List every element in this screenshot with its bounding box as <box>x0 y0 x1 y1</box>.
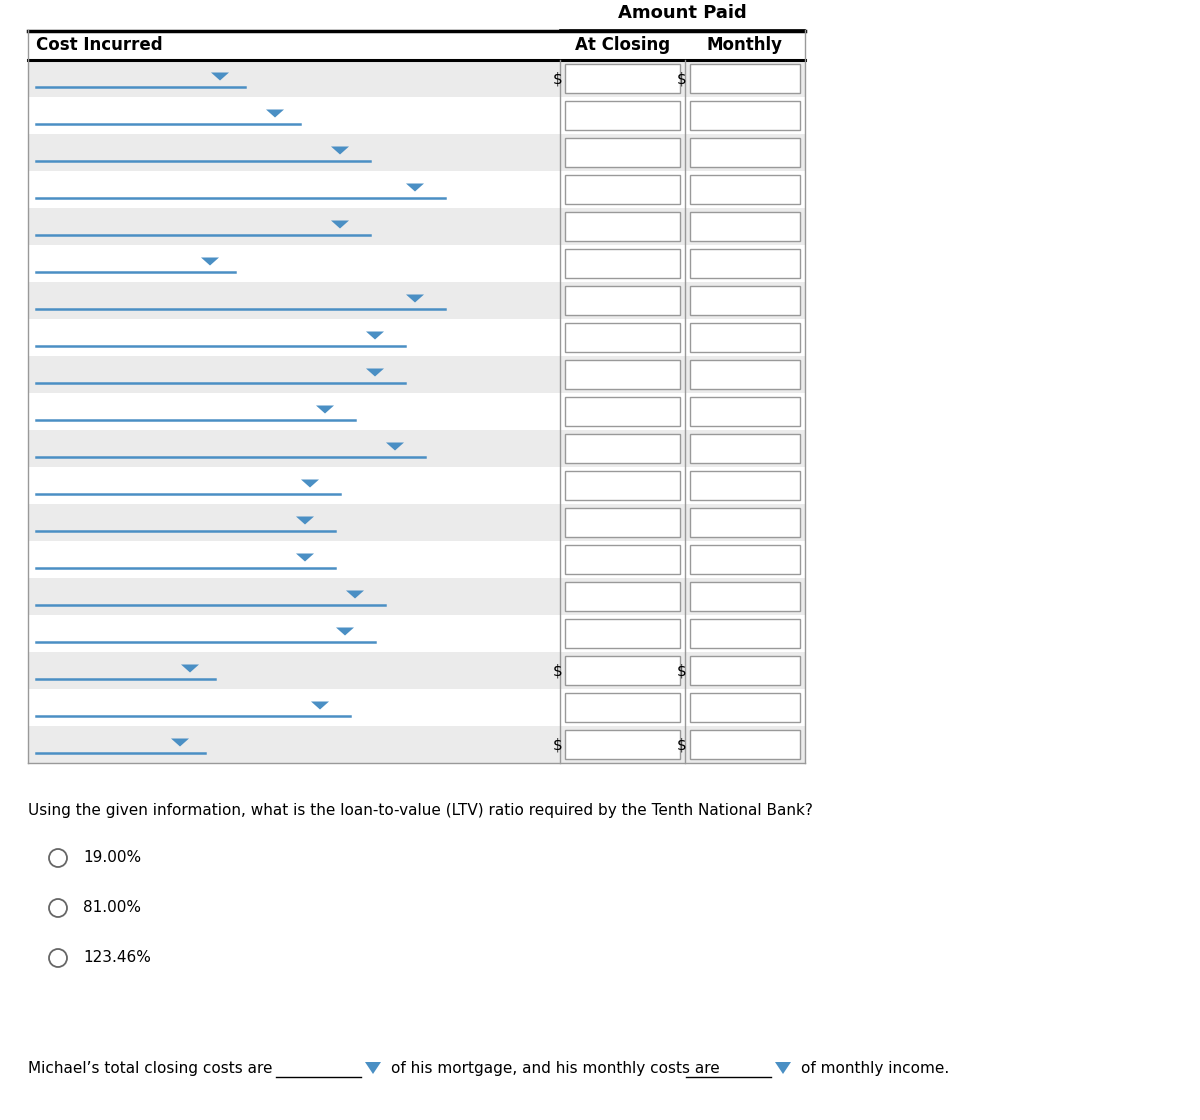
Bar <box>28 97 805 134</box>
Bar <box>690 693 800 722</box>
Bar <box>565 545 680 573</box>
Bar <box>28 171 805 208</box>
Bar <box>690 360 800 389</box>
Text: of monthly income.: of monthly income. <box>802 1061 949 1075</box>
Polygon shape <box>202 258 220 265</box>
Bar <box>690 175 800 204</box>
Text: Monthly: Monthly <box>707 36 784 54</box>
Bar <box>690 64 800 93</box>
Polygon shape <box>301 479 319 487</box>
Bar <box>690 435 800 463</box>
Bar <box>28 504 805 541</box>
Bar <box>690 730 800 759</box>
Bar <box>690 656 800 685</box>
Bar <box>565 582 680 612</box>
Bar <box>565 656 680 685</box>
Text: $: $ <box>677 71 686 86</box>
Text: $: $ <box>552 71 562 86</box>
Bar <box>28 541 805 578</box>
Bar <box>28 60 805 97</box>
Polygon shape <box>406 184 424 192</box>
Text: 123.46%: 123.46% <box>83 951 151 965</box>
Text: 19.00%: 19.00% <box>83 850 142 866</box>
Bar <box>28 319 805 356</box>
Text: Amount Paid: Amount Paid <box>618 4 746 22</box>
Bar <box>565 360 680 389</box>
Text: $: $ <box>677 663 686 678</box>
Bar <box>28 208 805 245</box>
Text: Cost Incurred: Cost Incurred <box>36 36 163 54</box>
Bar <box>28 652 805 689</box>
Bar <box>565 730 680 759</box>
Text: of his mortgage, and his monthly costs are: of his mortgage, and his monthly costs a… <box>391 1061 720 1075</box>
Bar <box>565 619 680 648</box>
Bar <box>565 138 680 167</box>
Bar <box>690 472 800 500</box>
Bar <box>565 212 680 241</box>
Polygon shape <box>316 405 334 413</box>
Bar <box>690 323 800 352</box>
Bar <box>28 282 805 319</box>
Bar <box>565 693 680 722</box>
Text: Michael’s total closing costs are: Michael’s total closing costs are <box>28 1061 272 1075</box>
Bar <box>690 582 800 612</box>
Bar <box>690 286 800 315</box>
Text: $: $ <box>552 663 562 678</box>
Polygon shape <box>366 368 384 376</box>
Text: $: $ <box>677 737 686 752</box>
Polygon shape <box>181 664 199 672</box>
Polygon shape <box>406 295 424 302</box>
Bar <box>565 508 680 536</box>
Polygon shape <box>172 738 190 747</box>
Bar <box>690 138 800 167</box>
Bar <box>565 101 680 130</box>
Polygon shape <box>346 590 364 598</box>
Bar <box>690 508 800 536</box>
Text: At Closing: At Closing <box>575 36 670 54</box>
Polygon shape <box>296 516 314 524</box>
Polygon shape <box>296 553 314 561</box>
Bar <box>565 249 680 278</box>
Text: 81.00%: 81.00% <box>83 900 142 915</box>
Polygon shape <box>311 701 329 709</box>
Text: $: $ <box>552 737 562 752</box>
Bar <box>690 212 800 241</box>
Bar <box>28 393 805 430</box>
Polygon shape <box>775 1062 791 1074</box>
Polygon shape <box>211 73 229 81</box>
Bar <box>690 101 800 130</box>
Bar <box>690 396 800 426</box>
Bar <box>28 615 805 652</box>
Bar <box>690 619 800 648</box>
Text: Using the given information, what is the loan-to-value (LTV) ratio required by t: Using the given information, what is the… <box>28 803 812 818</box>
Polygon shape <box>386 442 404 450</box>
Bar <box>28 467 805 504</box>
Bar <box>28 134 805 171</box>
Bar <box>565 64 680 93</box>
Bar <box>690 249 800 278</box>
Polygon shape <box>336 627 354 635</box>
Bar <box>28 689 805 726</box>
Bar <box>565 286 680 315</box>
Polygon shape <box>266 110 284 118</box>
Bar <box>28 430 805 467</box>
Polygon shape <box>331 147 349 155</box>
Bar <box>28 726 805 763</box>
Bar <box>28 245 805 282</box>
Bar <box>28 578 805 615</box>
Bar <box>565 435 680 463</box>
Polygon shape <box>366 332 384 339</box>
Bar <box>565 472 680 500</box>
Bar <box>690 545 800 573</box>
Bar <box>28 356 805 393</box>
Polygon shape <box>331 221 349 228</box>
Bar <box>565 175 680 204</box>
Bar <box>565 323 680 352</box>
Polygon shape <box>365 1062 382 1074</box>
Bar <box>565 396 680 426</box>
